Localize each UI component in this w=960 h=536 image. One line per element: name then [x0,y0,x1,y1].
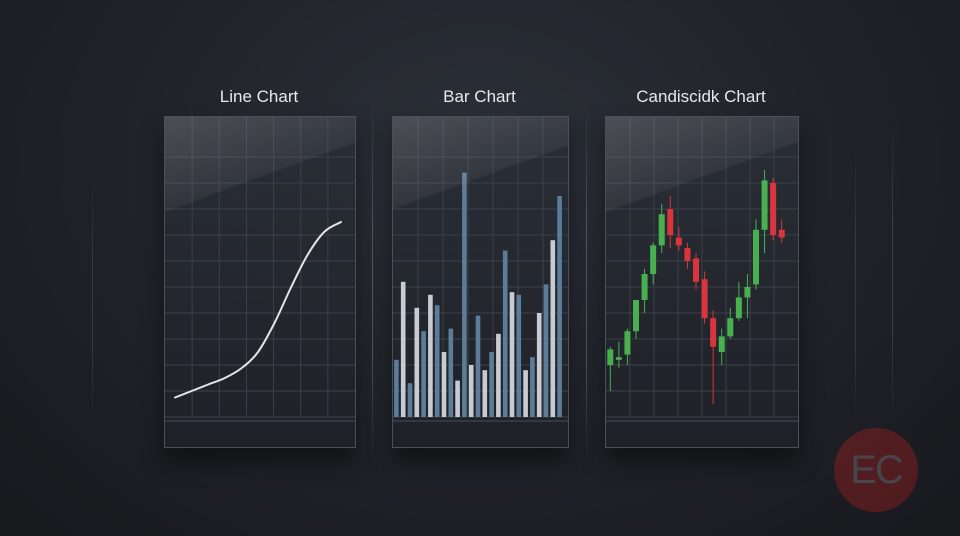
candle-body [718,336,725,352]
bar-chart-panel [392,116,569,448]
candle-body [693,258,699,282]
line-series [174,221,342,399]
candle-body [770,183,777,235]
side-divider-right-2 [892,120,893,420]
bar [455,380,460,417]
bar [523,370,528,417]
candle-body [727,318,734,337]
candle-body [778,229,785,238]
bar [414,307,420,417]
bar [557,196,562,417]
candle-body [710,318,717,347]
bar [475,315,481,417]
candle-body [701,279,708,319]
bar [421,331,426,417]
candle-body [753,229,759,285]
candle-body [615,357,622,360]
bar [502,250,508,417]
bar [468,365,474,417]
candle-body [624,331,631,355]
bar [448,328,454,417]
bar [482,370,488,417]
bar [496,333,501,417]
bar [543,284,549,417]
bar [530,357,535,417]
panel-divider-1 [372,100,373,460]
candle-body [735,297,742,319]
bar [428,294,433,417]
candlestick-chart-svg [606,117,798,422]
candle-body [641,274,648,300]
candle-body [650,245,657,274]
candle-body [675,237,682,246]
bar [434,305,440,417]
candle-body [684,248,691,261]
candle-body [667,209,674,235]
side-divider-left [92,180,93,420]
bar [462,172,467,417]
line-chart-title: Line Chart [219,87,299,106]
bar-chart-svg [393,117,568,422]
candlestick-chart-title: Candiscidk Chart [636,87,766,106]
bar [509,292,515,417]
bar [441,352,447,417]
bar [407,383,413,417]
candle-body [744,287,751,298]
bar [536,313,542,417]
panel-divider-2 [586,100,587,460]
bar [489,352,494,417]
bar-chart-title: Bar Chart [443,87,516,106]
bar [516,294,522,417]
line-chart-svg [165,117,355,422]
candle-body [761,180,768,230]
bar [550,240,556,417]
candle-body [607,349,614,365]
bar [394,359,399,417]
brand-logo-text: EC [850,447,904,492]
bar [400,281,406,417]
candle-body [658,214,665,246]
side-divider-right-1 [855,150,856,420]
line-chart-panel [164,116,356,448]
candle-body [633,300,639,332]
brand-logo: EC [834,428,918,512]
candlestick-chart-panel [605,116,799,448]
